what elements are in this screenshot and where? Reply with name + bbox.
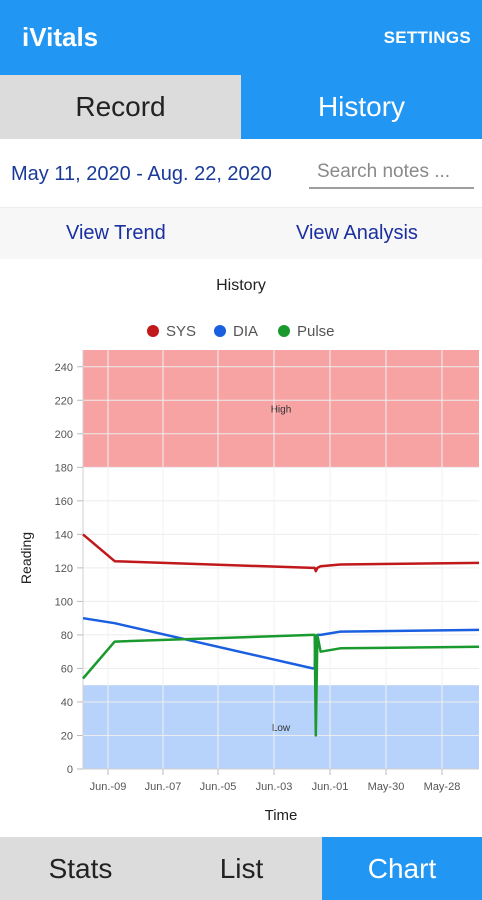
y-tick-label: 220 xyxy=(55,395,73,407)
y-tick-label: 140 xyxy=(55,529,73,541)
tab-stats[interactable]: Stats xyxy=(0,837,161,900)
tab-list[interactable]: List xyxy=(161,837,322,900)
series-line-pulse xyxy=(82,633,480,737)
history-chart-area: High Low 0 20 40 60 80 100 120 140 160 180 200 220 24… xyxy=(0,259,482,837)
legend-marker-pulse xyxy=(278,325,290,337)
x-tick-label: Jun.-09 xyxy=(90,781,127,793)
chart-title: History xyxy=(216,277,266,294)
top-tab-bar: Record History xyxy=(0,75,482,139)
x-tick-label: Jun.-01 xyxy=(312,781,349,793)
tab-chart[interactable]: Chart xyxy=(322,837,482,900)
y-tick-label: 180 xyxy=(55,462,73,474)
x-tick-label: Jun.-03 xyxy=(256,781,293,793)
bottom-tab-bar: Stats List Chart xyxy=(0,837,482,900)
y-tick-label: 40 xyxy=(61,697,73,709)
search-notes-input[interactable] xyxy=(309,157,474,189)
x-tick-label: May-30 xyxy=(368,781,405,793)
legend-label-sys: SYS xyxy=(166,323,196,340)
view-links-row: View Trend View Analysis xyxy=(0,207,482,259)
legend-marker-sys xyxy=(147,325,159,337)
history-chart: High Low 0 20 40 60 80 100 120 140 160 180 200 220 24… xyxy=(18,277,480,824)
view-analysis-link[interactable]: View Analysis xyxy=(296,222,418,244)
series-line-sys xyxy=(82,533,480,573)
x-tick-label: Jun.-07 xyxy=(145,781,182,793)
y-tick-label: 20 xyxy=(61,730,73,742)
app-bar: iVitals SETTINGS xyxy=(0,0,482,75)
y-tick-label: 80 xyxy=(61,630,73,642)
band-label-high: High xyxy=(271,405,292,416)
y-tick-label: 0 xyxy=(67,764,73,776)
x-axis-label: Time xyxy=(265,807,298,824)
series-line-dia xyxy=(82,616,480,670)
y-tick-label: 120 xyxy=(55,563,73,575)
band-high xyxy=(83,350,479,468)
y-tick-label: 200 xyxy=(55,429,73,441)
date-range-picker[interactable]: May 11, 2020 - Aug. 22, 2020 xyxy=(11,163,272,185)
legend-label-pulse: Pulse xyxy=(297,323,335,340)
tab-history[interactable]: History xyxy=(241,75,482,139)
x-tick-label: Jun.-05 xyxy=(200,781,237,793)
tab-record[interactable]: Record xyxy=(0,75,241,139)
settings-button[interactable]: SETTINGS xyxy=(383,28,471,47)
y-tick-label: 160 xyxy=(55,496,73,508)
band-low xyxy=(83,685,479,769)
legend-label-dia: DIA xyxy=(233,323,258,340)
y-axis-label: Reading xyxy=(18,532,34,584)
y-tick-label: 100 xyxy=(55,596,73,608)
app-title: iVitals xyxy=(22,22,99,52)
filter-row: May 11, 2020 - Aug. 22, 2020 xyxy=(0,139,482,207)
x-tick-label: May-28 xyxy=(424,781,461,793)
y-tick-label: 60 xyxy=(61,663,73,675)
y-tick-label: 240 xyxy=(55,362,73,374)
view-trend-link[interactable]: View Trend xyxy=(66,222,166,244)
band-label-low: Low xyxy=(272,723,291,734)
legend-marker-dia xyxy=(214,325,226,337)
